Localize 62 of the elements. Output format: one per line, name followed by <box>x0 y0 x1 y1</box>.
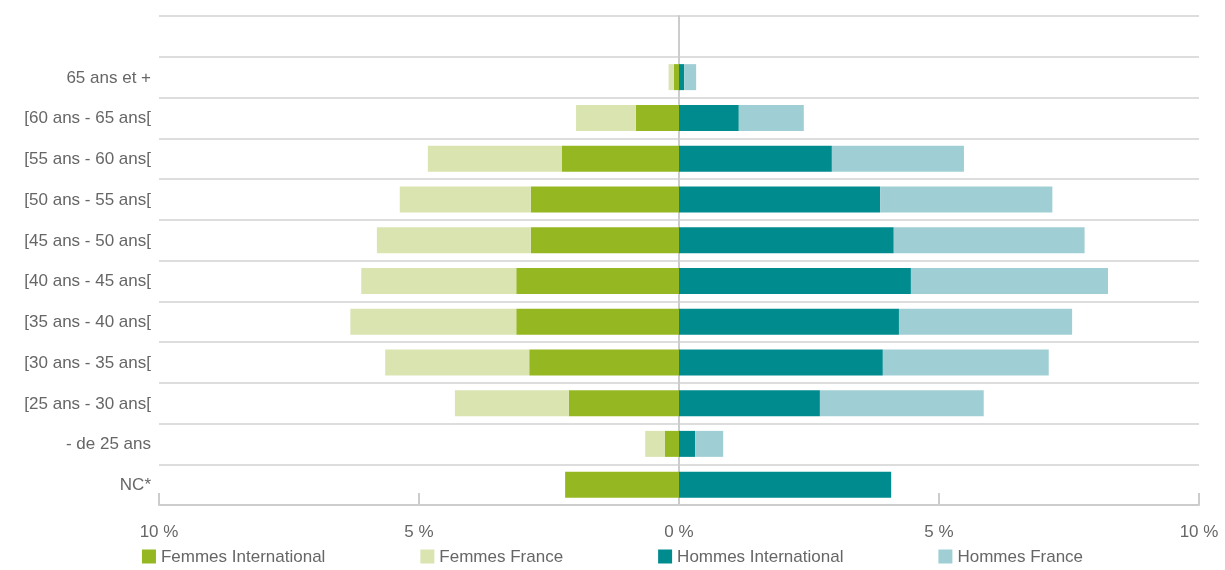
bar <box>679 308 899 335</box>
bar <box>635 104 679 131</box>
bar <box>350 308 517 335</box>
bar <box>893 227 1085 254</box>
legend-label: Femmes International <box>160 547 326 566</box>
y-tick-label: [35 ans - 40 ans[ <box>24 312 152 332</box>
x-tick-label: 10 % <box>139 522 179 541</box>
bar <box>516 267 679 294</box>
legend-label: Femmes France <box>439 547 564 566</box>
y-tick-label: - de 25 ans <box>65 434 151 454</box>
bar <box>898 308 1073 335</box>
x-tick-label: 5 % <box>924 522 954 541</box>
bar <box>679 430 696 457</box>
bar <box>361 267 517 294</box>
bar <box>679 227 894 254</box>
y-tick-label: [55 ans - 60 ans[ <box>24 149 152 169</box>
bar <box>882 349 1049 376</box>
x-tick-label: 5 % <box>404 522 434 541</box>
bar <box>565 471 679 498</box>
x-tick-label: 10 % <box>1179 522 1219 541</box>
bar <box>399 186 531 213</box>
bar <box>684 64 697 91</box>
bar <box>738 104 804 131</box>
bar <box>454 390 569 417</box>
bar <box>679 267 911 294</box>
bar <box>679 186 881 213</box>
y-tick-label: 65 ans et + <box>66 67 152 87</box>
bar <box>516 308 679 335</box>
bar <box>880 186 1053 213</box>
legend-label: Hommes International <box>677 547 844 566</box>
bar <box>819 390 984 417</box>
bar <box>679 104 739 131</box>
bar <box>664 430 679 457</box>
bar <box>530 227 679 254</box>
bar <box>568 390 679 417</box>
bar <box>695 430 724 457</box>
bar <box>385 349 530 376</box>
y-tick-label: [30 ans - 35 ans[ <box>24 352 152 372</box>
bar <box>679 471 892 498</box>
legend-label: Hommes France <box>957 547 1084 566</box>
bar <box>530 186 679 213</box>
bar <box>679 390 820 417</box>
y-tick-label: [60 ans - 65 ans[ <box>24 108 152 128</box>
bar <box>679 145 832 172</box>
bar <box>831 145 964 172</box>
bar <box>427 145 562 172</box>
y-tick-label: [40 ans - 45 ans[ <box>24 271 152 291</box>
bar <box>645 430 665 457</box>
y-tick-label: NC* <box>119 475 152 495</box>
bar <box>576 104 636 131</box>
bar <box>673 64 679 91</box>
bar <box>910 267 1108 294</box>
x-tick-label: 0 % <box>664 522 694 541</box>
y-tick-label: [50 ans - 55 ans[ <box>24 189 152 209</box>
y-tick-label: [45 ans - 50 ans[ <box>24 230 152 250</box>
bar <box>679 64 685 91</box>
bar <box>679 349 883 376</box>
bar <box>376 227 531 254</box>
y-tick-label: [25 ans - 30 ans[ <box>24 393 152 413</box>
bar <box>562 145 679 172</box>
bar <box>668 64 674 91</box>
bar <box>529 349 679 376</box>
